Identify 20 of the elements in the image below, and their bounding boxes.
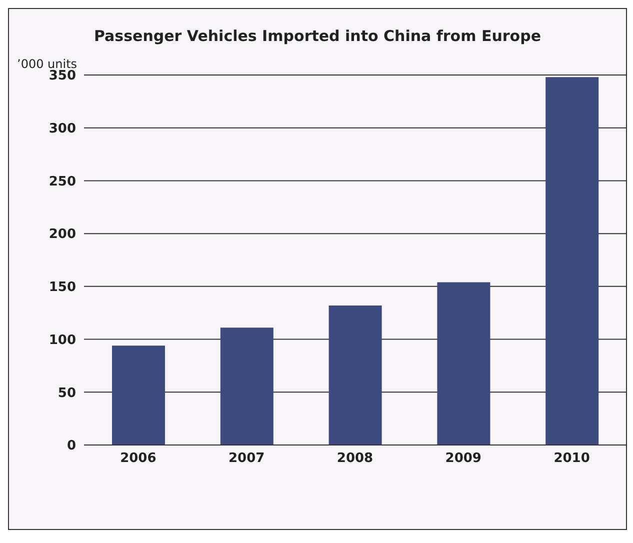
y-tick-label: 200 — [48, 227, 76, 242]
x-tick-label: 2008 — [336, 451, 374, 466]
bar — [220, 328, 274, 445]
bar — [112, 346, 165, 445]
bar — [546, 77, 599, 445]
chart-title: Passenger Vehicles Imported into China from Europe — [92, 26, 542, 45]
y-tick-label: 150 — [48, 280, 76, 296]
x-tick-label: 2010 — [554, 451, 590, 466]
x-tick-label: 2009 — [445, 451, 482, 466]
y-tick-label: 0 — [66, 438, 76, 454]
y-tick-label: 350 — [48, 68, 76, 84]
x-tick-label: 2007 — [228, 451, 265, 466]
y-tick-label: 300 — [48, 121, 76, 136]
x-tick-label: 2006 — [120, 451, 156, 466]
y-axis-title: ’000 units — [17, 57, 78, 71]
y-tick-label: 50 — [58, 386, 76, 401]
y-tick-label: 100 — [48, 332, 76, 348]
bar — [328, 305, 382, 445]
bar — [437, 282, 490, 445]
y-tick-label: 250 — [48, 174, 76, 190]
